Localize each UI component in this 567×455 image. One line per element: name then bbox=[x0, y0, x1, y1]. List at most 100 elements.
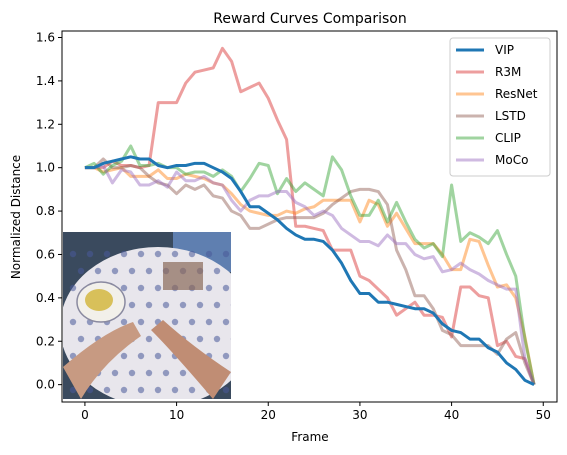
axes-frame bbox=[61, 30, 558, 403]
inset-pattern-dot bbox=[128, 267, 136, 275]
inset-pattern-dot bbox=[137, 318, 145, 326]
legend-label-r3m: R3M bbox=[495, 65, 521, 79]
inset-pattern-dot bbox=[111, 369, 119, 377]
inset-pattern-dot bbox=[137, 386, 145, 394]
y-tick-label: 0.8 bbox=[36, 204, 55, 218]
inset-pattern-dot bbox=[222, 352, 230, 360]
inset-pattern-dot bbox=[179, 301, 187, 309]
inset-pattern-dot bbox=[222, 386, 230, 394]
inset-hand-left bbox=[63, 322, 141, 399]
inset-pattern-dot bbox=[120, 352, 128, 360]
inset-pattern-dot bbox=[69, 386, 77, 394]
legend-label-lstd: LSTD bbox=[495, 109, 526, 123]
inset-pattern-dot bbox=[171, 386, 179, 394]
inset-pattern-dot bbox=[103, 250, 111, 258]
inset-pattern-dot bbox=[188, 386, 196, 394]
inset-pattern-dot bbox=[222, 250, 230, 258]
legend-label-resnet: ResNet bbox=[495, 87, 538, 101]
series-line-moco bbox=[84, 164, 536, 386]
inset-pattern-dot bbox=[145, 369, 153, 377]
inset-pattern-dot bbox=[213, 301, 221, 309]
inset-pattern-dot bbox=[120, 318, 128, 326]
inset-pattern-dot bbox=[145, 335, 153, 343]
inset-pattern-dot bbox=[69, 284, 77, 292]
inset-pattern-dot bbox=[230, 303, 231, 307]
x-tick-label: 10 bbox=[169, 408, 184, 422]
inset-pattern-dot bbox=[69, 318, 77, 326]
inset-pattern-dot bbox=[154, 386, 162, 394]
inset-pattern-dot bbox=[120, 386, 128, 394]
series-line-lstd bbox=[84, 157, 536, 386]
y-tick-label: 0.0 bbox=[36, 378, 55, 392]
inset-food bbox=[85, 289, 113, 311]
legend-label-vip: VIP bbox=[495, 43, 514, 57]
inset-pattern-dot bbox=[196, 301, 204, 309]
y-axis-label: Normalized Distance bbox=[9, 155, 23, 279]
inset-pattern-dot bbox=[162, 369, 170, 377]
inset-pattern-dot bbox=[103, 386, 111, 394]
plot-lines bbox=[84, 46, 536, 386]
inset-pattern-dot bbox=[171, 318, 179, 326]
y-tick-label: 1.4 bbox=[36, 74, 55, 88]
y-tick-label: 0.6 bbox=[36, 247, 55, 261]
inset-pattern-dot bbox=[145, 267, 153, 275]
inset-pattern-dot bbox=[154, 284, 162, 292]
y-axis: 0.0 0.2 0.4 0.6 0.8 1.0 1.2 1.4 1.6 bbox=[36, 31, 62, 392]
inset-pattern-dot bbox=[137, 284, 145, 292]
legend-label-moco: MoCo bbox=[495, 153, 528, 167]
inset-pattern-dot bbox=[196, 335, 204, 343]
inset-pattern-dot bbox=[188, 250, 196, 258]
inset-pattern-dot bbox=[171, 250, 179, 258]
inset-pattern-dot bbox=[77, 267, 85, 275]
inset-pattern-dot bbox=[86, 386, 94, 394]
y-tick-label: 0.4 bbox=[36, 291, 55, 305]
inset-arm bbox=[163, 262, 203, 290]
inset-pattern-dot bbox=[120, 250, 128, 258]
inset-pattern-dot bbox=[222, 284, 230, 292]
series-line-resnet bbox=[84, 166, 536, 385]
inset-pattern-dot bbox=[205, 250, 213, 258]
x-axis-label: Frame bbox=[291, 430, 328, 444]
inset-pattern-dot bbox=[145, 301, 153, 309]
y-tick-label: 1.6 bbox=[36, 31, 55, 45]
inset-pattern-dot bbox=[77, 335, 85, 343]
inset-pattern-dot bbox=[128, 369, 136, 377]
inset-pattern-dot bbox=[111, 267, 119, 275]
series-line-vip bbox=[84, 155, 535, 386]
inset-pattern-dot bbox=[230, 371, 231, 375]
inset-pattern-dot bbox=[222, 318, 230, 326]
legend-label-clip: CLIP bbox=[495, 131, 521, 145]
legend-box bbox=[449, 37, 551, 177]
x-tick-label: 50 bbox=[536, 408, 551, 422]
legend: VIP R3M ResNet LSTD CLIP MoCo bbox=[449, 37, 551, 177]
x-axis: 0 10 20 30 40 50 bbox=[81, 402, 551, 422]
y-tick-label: 0.2 bbox=[36, 334, 55, 348]
inset-pattern-dot bbox=[230, 337, 231, 341]
inset-pattern-dot bbox=[230, 269, 231, 273]
series-line-clip bbox=[84, 144, 536, 385]
inset-pattern-dot bbox=[179, 369, 187, 377]
x-tick-label: 20 bbox=[261, 408, 276, 422]
inset-pattern-dot bbox=[154, 250, 162, 258]
inset-pattern-dot bbox=[128, 301, 136, 309]
x-tick-label: 40 bbox=[444, 408, 459, 422]
inset-hand-right bbox=[151, 320, 231, 399]
y-tick-label: 1.0 bbox=[36, 161, 55, 175]
inset-pattern-dot bbox=[213, 267, 221, 275]
series-line-r3m bbox=[84, 46, 536, 386]
inset-pattern-dot bbox=[137, 352, 145, 360]
inset-pattern-dot bbox=[188, 318, 196, 326]
inset-pattern-dot bbox=[137, 250, 145, 258]
inset-pattern-dot bbox=[162, 301, 170, 309]
inset-photo bbox=[63, 232, 231, 399]
inset-pattern-dot bbox=[205, 318, 213, 326]
chart-title: Reward Curves Comparison bbox=[213, 11, 406, 27]
inset-pattern-dot bbox=[154, 352, 162, 360]
inset-pattern-dot bbox=[120, 284, 128, 292]
inset-pattern-dot bbox=[86, 250, 94, 258]
inset-pattern-dot bbox=[94, 267, 102, 275]
x-tick-label: 30 bbox=[352, 408, 367, 422]
inset-pattern-dot bbox=[213, 335, 221, 343]
y-tick-label: 1.2 bbox=[36, 117, 55, 131]
